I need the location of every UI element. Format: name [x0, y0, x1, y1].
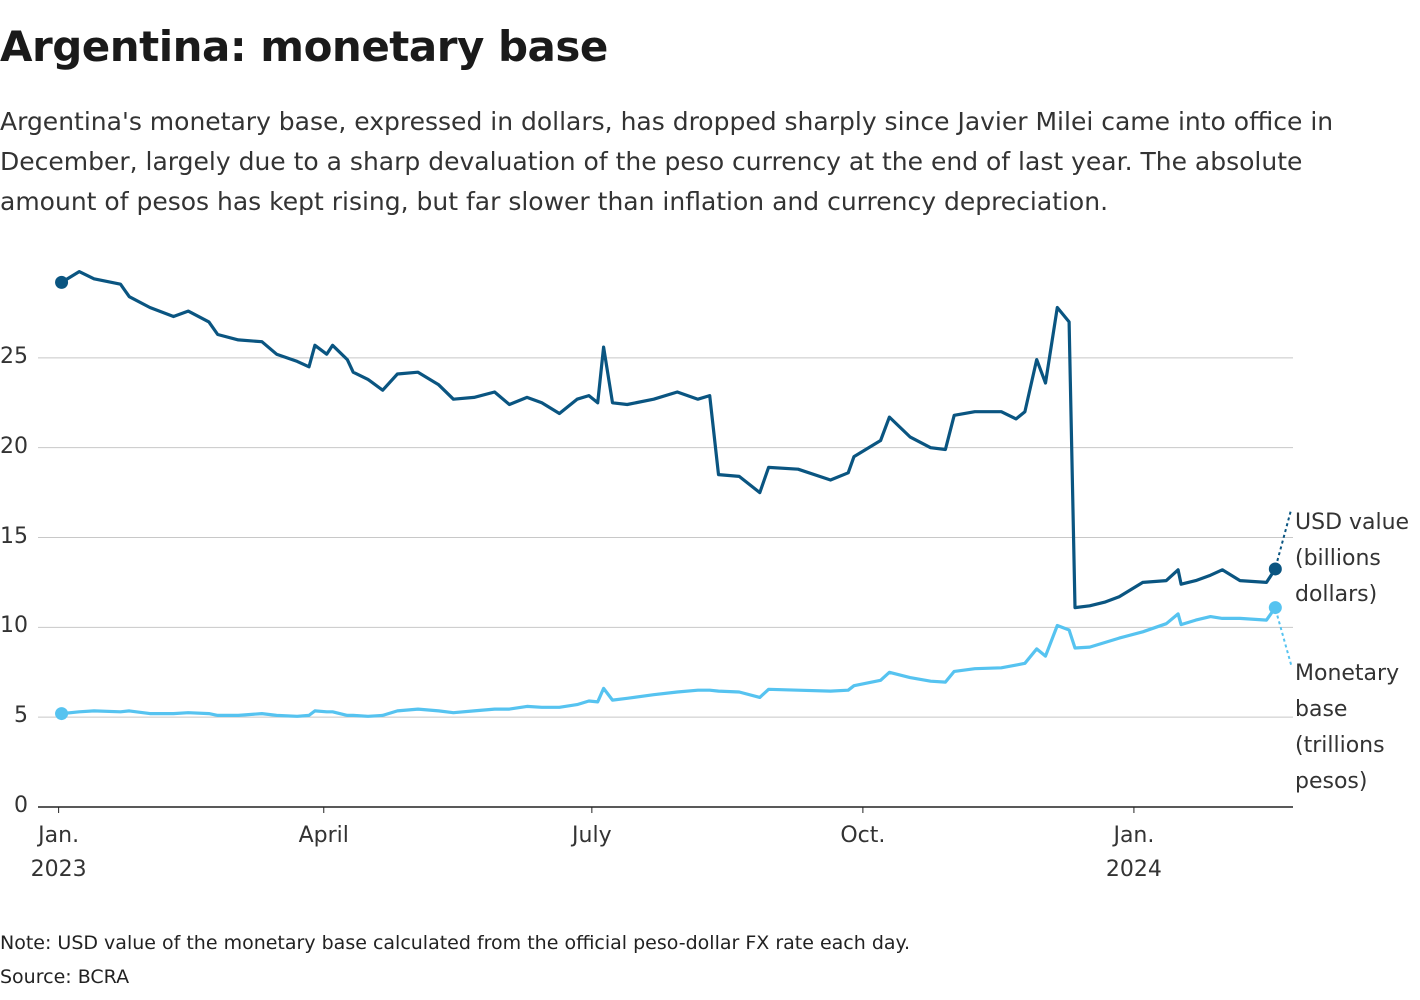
y-tick-label: 25 [0, 343, 28, 369]
end-dot [1268, 601, 1282, 615]
y-tick-label: 15 [0, 523, 28, 549]
x-tick-label: April [298, 823, 349, 848]
leader-line [1276, 615, 1293, 666]
chart-title: Argentina: monetary base [0, 22, 608, 71]
chart-subtitle: Argentina's monetary base, expressed in … [0, 107, 1334, 216]
y-tick-label: 20 [0, 433, 28, 459]
y-tick-label: 5 [14, 703, 28, 729]
start-dot [55, 275, 69, 289]
x-tick-label: Jan. 2023 [30, 823, 87, 882]
y-tick-label: 0 [14, 793, 28, 818]
source: Source: BCRA [0, 966, 130, 988]
series-label: Monetary base (trillions pesos) [1295, 660, 1400, 794]
series-line [60, 270, 1277, 610]
x-tick-label: Oct. [840, 823, 886, 848]
series-label: USD value (billions dollars) [1295, 509, 1410, 607]
x-tick-label: Jan. 2024 [1105, 823, 1162, 882]
leader-line [1276, 508, 1293, 562]
series-line [61, 606, 1277, 718]
note: Note: USD value of the monetary base cal… [0, 932, 911, 954]
x-tick-label: July [572, 823, 612, 848]
start-dot [55, 707, 69, 721]
y-tick-label: 10 [0, 613, 28, 639]
end-dot [1268, 562, 1282, 576]
